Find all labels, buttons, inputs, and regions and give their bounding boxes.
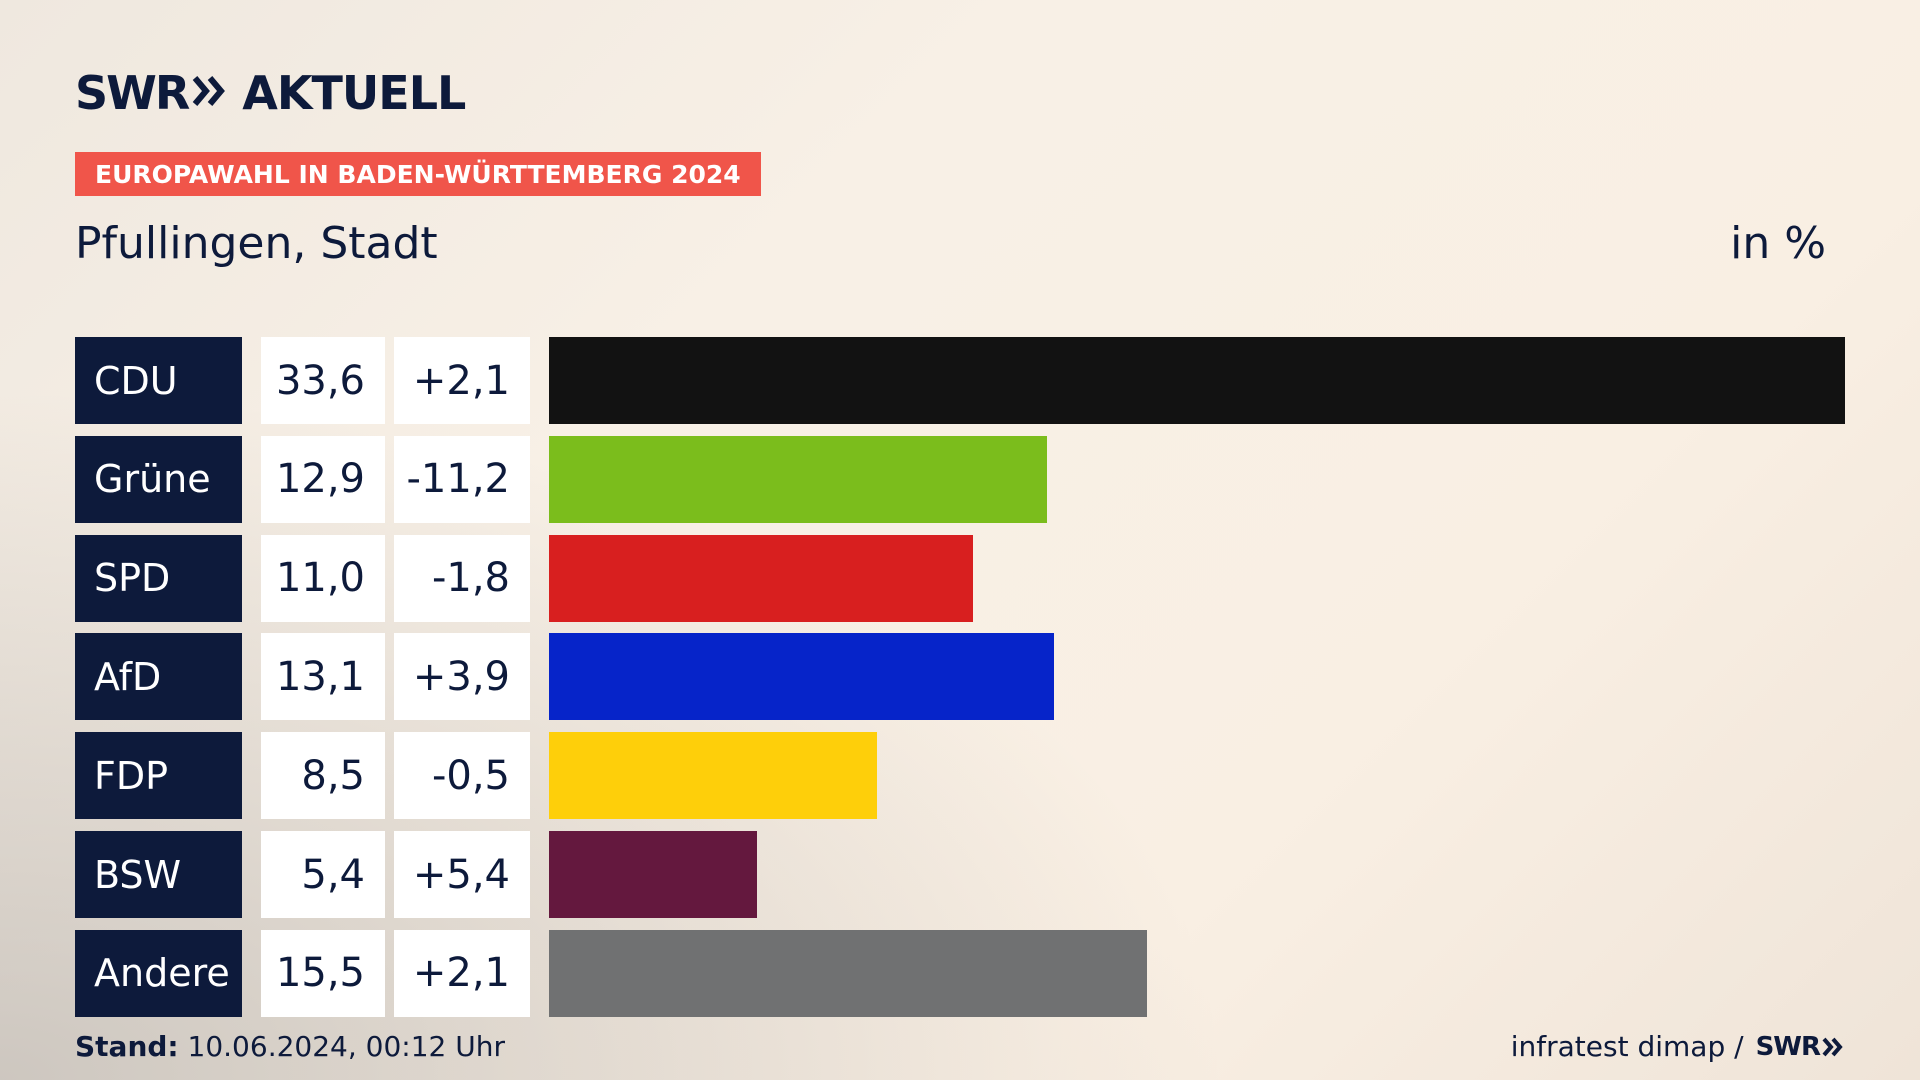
result-bar [549,534,974,622]
chart-row: SPD 11,0 -1,8 [75,534,1845,622]
footer-swr-text: SWR [1755,1031,1821,1062]
vote-share-label: 15,5 [261,929,385,1017]
vote-share-label: 12,9 [261,435,385,523]
change-label: +3,9 [394,633,530,721]
logo-swr-text: SWR [75,66,190,120]
vote-share-label: 5,4 [261,831,385,918]
chart-row: AfD 13,1 +3,9 [75,633,1845,721]
party-label: CDU [75,337,242,424]
change-label: -1,8 [394,534,530,622]
result-bar [549,929,1147,1017]
party-label: BSW [75,831,242,918]
party-label: SPD [75,534,242,622]
chart-row: BSW 5,4 +5,4 [75,831,1845,918]
result-bar [549,732,877,820]
timestamp: Stand: 10.06.2024, 00:12 Uhr [75,1030,505,1063]
source-credit: infratest dimap / SWR [1511,1030,1844,1063]
change-label: +2,1 [394,929,530,1017]
unit-label: in % [1730,218,1826,269]
chart-row: FDP 8,5 -0,5 [75,732,1845,820]
swr-aktuell-logo: SWR AKTUELL [75,66,466,120]
change-label: -11,2 [394,435,530,523]
chart-row: Andere 15,5 +2,1 [75,929,1845,1017]
party-label: Grüne [75,435,242,523]
change-label: +5,4 [394,831,530,918]
vote-share-label: 13,1 [261,633,385,721]
double-chevron-icon [192,75,228,111]
region-title: Pfullingen, Stadt [75,218,438,269]
change-label: +2,1 [394,337,530,424]
vote-share-label: 33,6 [261,337,385,424]
result-bar [549,831,758,918]
result-bar [549,435,1047,523]
result-bar [549,337,1845,424]
vote-share-label: 8,5 [261,732,385,820]
election-badge: EUROPAWAHL IN BADEN-WÜRTTEMBERG 2024 [75,152,761,196]
change-label: -0,5 [394,732,530,820]
stand-value: 10.06.2024, 00:12 Uhr [187,1030,505,1063]
logo-aktuell-text: AKTUELL [242,66,466,120]
source-text: infratest dimap / [1510,1030,1744,1063]
stand-label: Stand: [75,1030,179,1063]
chart-row: CDU 33,6 +2,1 [75,337,1845,424]
party-label: AfD [75,633,242,721]
chart-row: Grüne 12,9 -11,2 [75,435,1845,523]
party-label: Andere [75,929,242,1017]
result-bar [549,633,1055,721]
small-double-chevron-icon [1822,1037,1844,1057]
vote-share-label: 11,0 [261,534,385,622]
party-label: FDP [75,732,242,820]
